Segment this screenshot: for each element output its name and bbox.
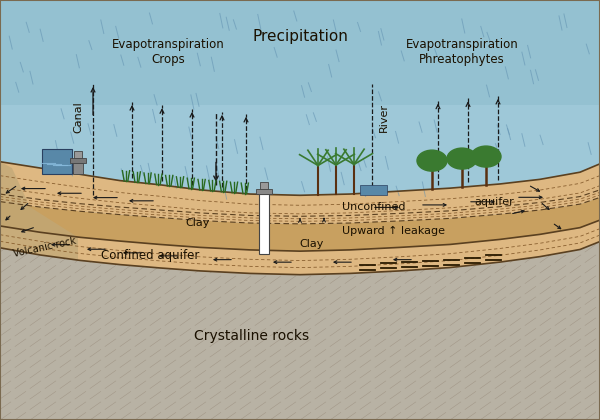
Polygon shape xyxy=(0,0,600,195)
Circle shape xyxy=(447,148,477,169)
Polygon shape xyxy=(0,0,600,105)
Bar xyxy=(256,189,272,194)
Polygon shape xyxy=(0,241,600,420)
Polygon shape xyxy=(0,220,600,275)
Circle shape xyxy=(471,146,501,167)
Bar xyxy=(74,151,82,158)
Text: Evapotranspiration
Crops: Evapotranspiration Crops xyxy=(112,38,224,66)
Text: Clay: Clay xyxy=(300,239,324,249)
Text: Volcanic rock: Volcanic rock xyxy=(12,236,77,259)
Text: Confined aquifer: Confined aquifer xyxy=(101,249,199,262)
Text: Crystalline rocks: Crystalline rocks xyxy=(194,329,310,343)
Polygon shape xyxy=(0,197,600,251)
Text: Precipitation: Precipitation xyxy=(252,29,348,45)
Text: Clay: Clay xyxy=(186,218,210,228)
Text: Upward ↑ leakage: Upward ↑ leakage xyxy=(342,226,445,236)
Text: aquifer: aquifer xyxy=(474,197,514,207)
Text: Unconfined: Unconfined xyxy=(342,202,406,212)
Bar xyxy=(259,194,269,255)
Text: Evapotranspiration
Phreatophytes: Evapotranspiration Phreatophytes xyxy=(406,38,518,66)
Polygon shape xyxy=(360,185,387,195)
Text: River: River xyxy=(379,103,389,132)
Circle shape xyxy=(417,150,447,171)
Text: Canal: Canal xyxy=(73,102,83,134)
Bar xyxy=(70,158,86,163)
Bar xyxy=(73,163,83,174)
Polygon shape xyxy=(0,162,600,224)
Polygon shape xyxy=(42,149,72,174)
Polygon shape xyxy=(0,162,78,260)
Bar xyxy=(260,182,268,189)
